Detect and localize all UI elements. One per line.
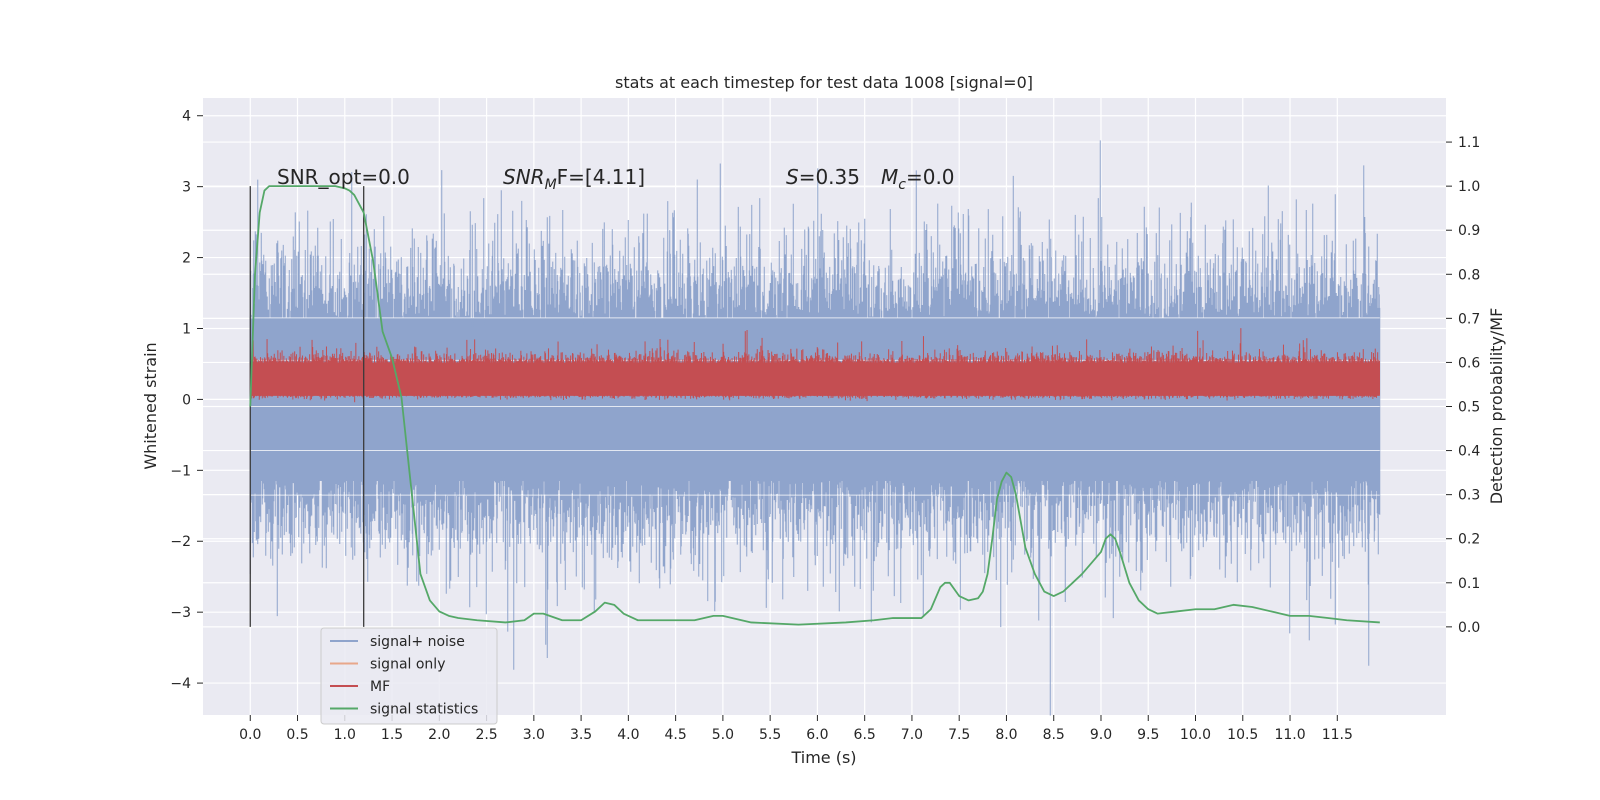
annotation-s: S=0.35 <box>786 165 860 189</box>
x-tick-label-0: 0.0 <box>239 727 261 743</box>
x-tick-label-10: 5.0 <box>712 727 734 743</box>
x-tick-label-3: 1.5 <box>381 727 403 743</box>
x-axis-label: Time (s) <box>790 748 856 767</box>
x-tick-label-4: 2.0 <box>428 727 450 743</box>
x-tick-labels: 0.0 0.5 1.0 1.5 2.0 2.5 3.0 3.5 4.0 4.5 5.0 5.5 6.0 6… <box>239 715 1353 743</box>
x-tick-label-11: 5.5 <box>759 727 781 743</box>
x-tick-label-21: 10.5 <box>1227 727 1258 743</box>
y-right-tick-label-9: 0.9 <box>1458 223 1480 239</box>
x-tick-label-6: 3.0 <box>523 727 545 743</box>
y-right-tick-label-8: 0.8 <box>1458 267 1480 283</box>
y-tick-label-7: 3 <box>182 180 191 196</box>
series-signal-statistics <box>249 185 1380 626</box>
legend-label-3: signal statistics <box>370 702 478 718</box>
chart-title: stats at each timestep for test data 100… <box>615 73 1033 92</box>
y-right-tick-label-10: 1.0 <box>1458 179 1480 195</box>
legend-box <box>320 627 498 725</box>
y-right-tick-label-6: 0.6 <box>1458 355 1480 371</box>
y-right-tick-label-2: 0.2 <box>1458 532 1480 548</box>
signal-statistics-line <box>249 185 1380 626</box>
x-tick-label-8: 4.0 <box>617 727 639 743</box>
y-right-tick-label-0: 0.0 <box>1458 620 1480 636</box>
annotation-snr-opt: SNR_opt=0.0 <box>277 165 410 189</box>
y-tick-label-5: 1 <box>182 321 191 337</box>
x-tick-label-22: 11.0 <box>1274 727 1305 743</box>
annotation-mc: Mc=0.0 <box>881 165 955 193</box>
annotation-snr-mf: SNRMF=[4.11] <box>503 165 645 193</box>
legend-label-1: signal only <box>370 657 445 673</box>
series-signal-noise <box>249 140 1381 716</box>
x-tick-label-16: 8.0 <box>995 727 1017 743</box>
x-tick-label-15: 7.5 <box>948 727 970 743</box>
x-tick-label-19: 9.5 <box>1137 727 1159 743</box>
y-tick-label-0: −4 <box>170 676 191 692</box>
x-tick-label-1: 0.5 <box>286 727 308 743</box>
x-tick-label-5: 2.5 <box>475 727 497 743</box>
y-tick-label-2: −2 <box>170 534 191 550</box>
x-tick-label-23: 11.5 <box>1322 727 1353 743</box>
legend-label-0: signal+ noise <box>370 634 465 650</box>
x-tick-label-17: 8.5 <box>1043 727 1065 743</box>
legend-label-2: MF <box>370 679 390 695</box>
y-right-tick-label-1: 0.1 <box>1458 576 1480 592</box>
legend: signal+ noise signal only MF signal statist… <box>320 627 498 725</box>
y-right-tick-label-3: 0.3 <box>1458 488 1480 504</box>
y-right-tick-label-7: 0.7 <box>1458 311 1480 327</box>
y-axis-label: Whitened strain <box>141 342 160 469</box>
y-right-axis-label: Detection probability/MF <box>1487 308 1506 505</box>
y-tick-label-8: 4 <box>182 109 191 125</box>
series-mf <box>249 328 1380 403</box>
x-tick-label-20: 10.0 <box>1180 727 1211 743</box>
x-tick-label-2: 1.0 <box>334 727 356 743</box>
x-tick-label-14: 7.0 <box>901 727 923 743</box>
x-tick-label-9: 4.5 <box>664 727 686 743</box>
y-tick-labels: −4 −3 −2 −1 0 1 2 3 4 <box>170 109 203 692</box>
y-tick-label-4: 0 <box>182 392 191 408</box>
y-right-tick-label-11: 1.1 <box>1458 135 1480 151</box>
x-tick-label-7: 3.5 <box>570 727 592 743</box>
y-tick-label-6: 2 <box>182 251 191 267</box>
y-right-tick-labels: 0.0 0.1 0.2 0.3 0.4 0.5 0.6 0.7 0.8 0.9 1.0 1.1 <box>1446 135 1480 636</box>
y-right-tick-label-5: 0.5 <box>1458 400 1480 416</box>
y-tick-label-1: −3 <box>170 605 191 621</box>
x-tick-label-13: 6.5 <box>854 727 876 743</box>
y-tick-label-3: −1 <box>170 463 191 479</box>
x-tick-label-18: 9.0 <box>1090 727 1112 743</box>
y-right-tick-label-4: 0.4 <box>1458 444 1480 460</box>
x-tick-label-12: 6.0 <box>806 727 828 743</box>
